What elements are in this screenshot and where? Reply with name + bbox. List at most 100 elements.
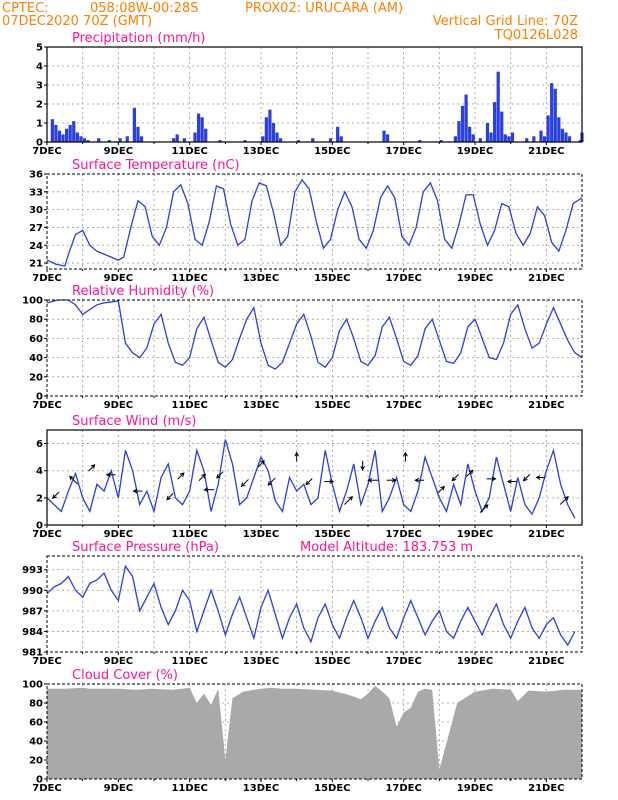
- precip-bar: [204, 128, 208, 142]
- cloud-xtick-label: 15DEC: [314, 783, 350, 794]
- wind-arrow: [305, 478, 313, 486]
- header-date: 07DEC2020 70Z (GMT): [2, 14, 152, 29]
- cloud-ytick-label: 80: [29, 699, 43, 710]
- temp-line: [46, 178, 583, 267]
- cloud-xtick-label: 9DEC: [104, 783, 133, 794]
- precip-ytick-label: 2: [36, 100, 43, 111]
- wind-arrow: [437, 485, 445, 494]
- precip-bar: [172, 138, 176, 142]
- wind-arrow: [324, 479, 335, 484]
- wind-arrow: [507, 479, 517, 484]
- precip-bar: [61, 134, 65, 142]
- rh-ytick-label: 80: [29, 315, 43, 326]
- rh-ytick-label: 40: [29, 353, 43, 364]
- wind-panel: Surface Wind (m/s) 0 2 4 6 7DEC 9DEC 11DEC 13DEC…: [32, 414, 583, 540]
- precip-bar: [386, 134, 390, 142]
- pres-xtick-label: 11DEC: [171, 656, 207, 667]
- precip-bar: [75, 132, 79, 142]
- wind-arrow: [451, 474, 459, 482]
- wind-xtick-label: 13DEC: [243, 529, 279, 540]
- precip-bar: [546, 115, 550, 142]
- precip-bar: [86, 140, 90, 142]
- cloud-ytick-label: 40: [29, 737, 43, 748]
- wind-arrow: [52, 491, 60, 499]
- precip-panel: Precipitation (mm/h) 0 1 2 3 4 5 7DEC 9DEC 11DEC 1…: [32, 31, 584, 157]
- precip-bar: [553, 88, 557, 142]
- wind-arrow: [344, 495, 354, 505]
- precip-bar: [182, 138, 186, 142]
- temp-ytick-label: 36: [29, 170, 43, 181]
- cloud-xtick-label: 21DEC: [528, 783, 564, 794]
- wind-arrow: [386, 477, 397, 483]
- precip-bar: [57, 130, 62, 142]
- precip-bar: [439, 140, 443, 142]
- precip-bar: [550, 83, 554, 142]
- wind-xtick-label: 15DEC: [314, 529, 350, 540]
- precip-title: Precipitation (mm/h): [72, 31, 205, 46]
- precip-bar: [97, 138, 101, 142]
- cloud-ytick-label: 100: [22, 680, 43, 691]
- wind-ytick-label: 0: [36, 521, 43, 532]
- wind-xtick-label: 7DEC: [32, 529, 61, 540]
- pres-xtick-label: 9DEC: [104, 656, 133, 667]
- precip-xtick-label: 9DEC: [104, 146, 133, 157]
- wind-arrow: [177, 472, 185, 480]
- precip-bar: [68, 124, 72, 142]
- precip-bar: [175, 134, 179, 142]
- precip-bar: [564, 132, 568, 142]
- rh-xtick-label: 7DEC: [32, 400, 61, 411]
- precip-xtick-label: 19DEC: [457, 146, 493, 157]
- rh-ytick-label: 60: [29, 334, 43, 345]
- panels: Precipitation (mm/h) 0 1 2 3 4 5 7DEC 9DEC 11DEC 1…: [22, 31, 584, 794]
- wind-arrow: [203, 487, 215, 493]
- precip-bar: [271, 123, 276, 142]
- rh-xtick-label: 11DEC: [171, 400, 207, 411]
- precip-bar: [457, 121, 461, 142]
- precip-bar: [500, 111, 504, 142]
- header: CPTEC: 058:08W-00:28S PROX02: URUCARA (A…: [2, 1, 578, 43]
- wind-arrow: [559, 495, 569, 505]
- pres-frame: [46, 555, 583, 653]
- precip-bar: [339, 136, 343, 142]
- precip-bar: [196, 113, 201, 142]
- precip-bar: [493, 102, 497, 142]
- precip-bar: [79, 136, 83, 142]
- precip-bar: [261, 136, 265, 142]
- pres-panel: Surface Pressure (hPa) Model Altitude: 18…: [22, 540, 583, 667]
- header-model: TQ0126L028: [494, 28, 578, 43]
- temp-xtick-label: 13DEC: [243, 273, 279, 284]
- pres-xtick-label: 13DEC: [243, 656, 279, 667]
- precip-bar: [567, 136, 572, 142]
- wind-xtick-label: 19DEC: [457, 529, 493, 540]
- wind-arrow: [479, 504, 489, 513]
- pres-ytick-label: 984: [22, 627, 43, 638]
- rh-line: [46, 299, 583, 370]
- precip-bar: [539, 130, 543, 142]
- precip-bar: [132, 107, 136, 142]
- cloud-ytick-label: 60: [29, 718, 43, 729]
- precip-bar: [489, 132, 493, 142]
- pres-xtick-label: 21DEC: [528, 656, 564, 667]
- precip-xtick-label: 11DEC: [171, 146, 207, 157]
- precip-ytick-label: 1: [36, 119, 43, 130]
- precip-bar: [578, 140, 582, 142]
- wind-arrow: [69, 475, 78, 485]
- precip-ytick-label: 3: [36, 81, 43, 92]
- pres-xtick-label: 7DEC: [32, 656, 61, 667]
- precip-ytick-label: 5: [36, 43, 43, 54]
- precip-bar: [510, 132, 515, 142]
- pres-title: Surface Pressure (hPa): [72, 540, 219, 555]
- rh-ytick-label: 100: [22, 296, 43, 307]
- header-grid-note: Vertical Grid Line: 70Z: [433, 14, 578, 29]
- header-source: CPTEC:: [2, 1, 49, 16]
- temp-ytick-label: 27: [29, 223, 43, 234]
- wind-ytick-label: 6: [36, 439, 43, 450]
- cloud-ytick-label: 20: [29, 756, 43, 767]
- cloud-xtick-label: 19DEC: [457, 783, 493, 794]
- wind-arrow: [294, 451, 300, 462]
- cloud-panel: Cloud Cover (%) 0 20 40 60 80 100 7DEC 9DEC 11DEC…: [22, 668, 583, 794]
- precip-bar: [507, 136, 511, 142]
- precip-bar: [468, 126, 472, 142]
- wind-xtick-label: 21DEC: [528, 529, 564, 540]
